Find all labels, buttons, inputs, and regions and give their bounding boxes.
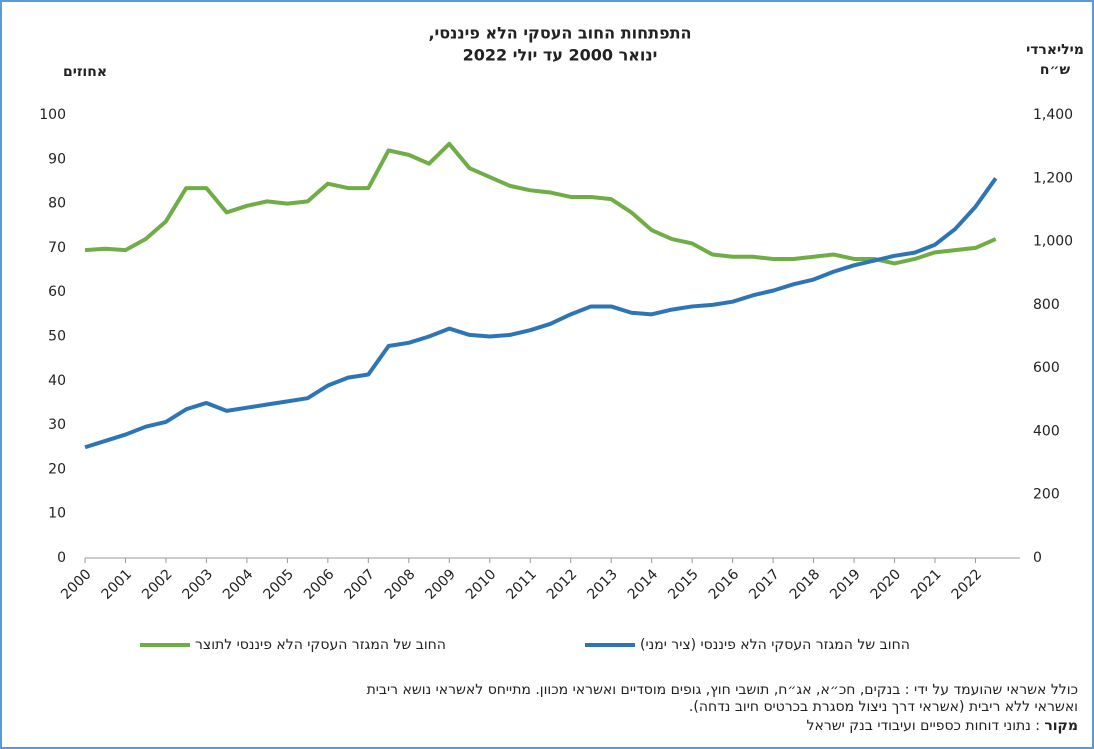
y-tick-label: 100 <box>39 107 66 123</box>
y2-axis-label: מיליארדי <box>1026 42 1084 58</box>
y2-tick-label: 600 <box>1033 360 1060 376</box>
y-tick-label: 90 <box>48 151 66 167</box>
legend-label: החוב של המגזר העסקי הלא פיננסי (ציר ימני… <box>640 637 910 653</box>
y-tick-label: 0 <box>57 550 66 566</box>
chart-title: ינואר 2000 עד יולי 2022 <box>463 46 658 65</box>
y2-tick-label: 400 <box>1033 423 1060 439</box>
y-tick-label: 40 <box>48 373 66 389</box>
y2-axis-label: ש״ח <box>1040 62 1071 78</box>
note: ואשראי ללא ריבית (אשראי דרך ניצול מסגרת … <box>689 699 1078 715</box>
series-line <box>84 141 997 266</box>
source-label: מקור <box>1044 718 1078 734</box>
y-axis-label: אחוזים <box>63 64 107 80</box>
y-tick-label: 60 <box>48 284 66 300</box>
y-tick-label: 30 <box>48 417 66 433</box>
y-tick-label: 50 <box>48 329 66 345</box>
y2-tick-label: 800 <box>1033 297 1060 313</box>
y-tick-label: 80 <box>48 196 66 212</box>
series-line <box>84 177 998 450</box>
y2-tick-label: 1,200 <box>1033 170 1073 186</box>
legend-label: החוב של המגזר העסקי הלא פיננסי לתוצר <box>195 637 446 653</box>
chart-title: התפתחות החוב העסקי הלא פיננסי, <box>428 24 691 43</box>
note: כולל אשראי שהועמד על ידי : בנקים, חכ״א, … <box>367 682 1078 698</box>
y-tick-label: 70 <box>48 240 66 256</box>
y2-tick-label: 1,400 <box>1033 107 1073 123</box>
y-tick-label: 10 <box>48 506 66 522</box>
source: : נתוני דוחות כספיים ועיבודי בנק ישראל <box>807 718 1040 734</box>
y-tick-label: 20 <box>48 461 66 477</box>
y2-tick-label: 0 <box>1033 550 1042 566</box>
y2-tick-label: 200 <box>1033 487 1060 503</box>
y2-tick-label: 1,000 <box>1033 234 1073 250</box>
